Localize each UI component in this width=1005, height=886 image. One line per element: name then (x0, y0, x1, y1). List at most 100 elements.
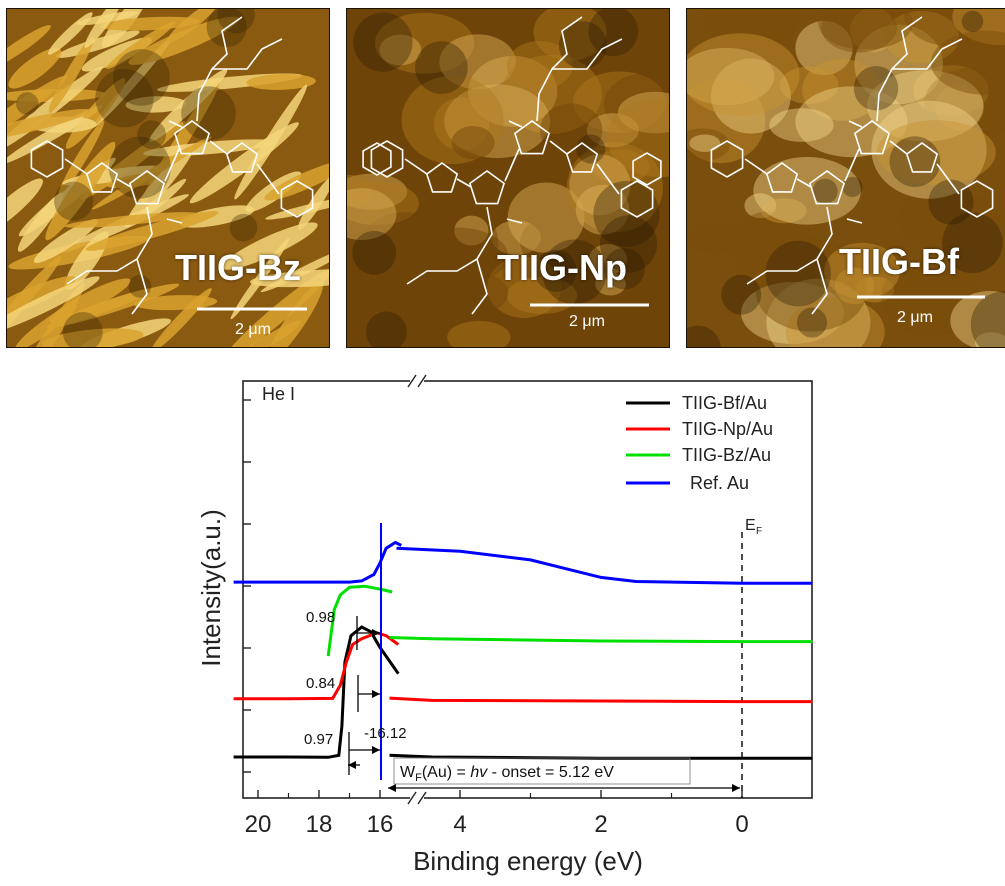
afm-panel-np: TIIG-Np 2 μm (346, 8, 670, 348)
afm-grain (447, 320, 511, 347)
afm-grain (382, 196, 431, 238)
molecule-structure (362, 16, 662, 315)
afm-grain (500, 54, 602, 134)
afm-grain (412, 147, 491, 213)
afm-crystal (106, 21, 176, 69)
arrow-097-head (372, 746, 380, 754)
afm-grain (913, 65, 989, 116)
afm-grain (950, 291, 1005, 347)
afm-grain (462, 275, 509, 312)
afm-grain (871, 100, 987, 199)
afm-crystal (7, 75, 67, 160)
afm-background (347, 9, 669, 347)
afm-grain (795, 20, 853, 76)
afm-grain (507, 182, 585, 253)
x-tick-label: 16 (367, 811, 394, 838)
afm-grain (378, 225, 439, 284)
afm-panel-bz: TIIG-Bz 2 μm (6, 8, 330, 348)
annotation-097: 0.97 (304, 731, 333, 748)
afm-grain (347, 188, 397, 240)
workfunction-label: WF(Au) = hv - onset = 5.12 eV (400, 764, 614, 784)
afm-crystal (221, 222, 318, 270)
afm-shadow (942, 212, 1003, 274)
afm-shadow (534, 249, 577, 292)
afm-grain (401, 75, 504, 165)
fermi-label-main: E (745, 517, 756, 534)
afm-grain (687, 33, 800, 116)
afm-shadow (558, 21, 607, 70)
afm-grain (586, 113, 639, 148)
afm-grain (454, 215, 489, 246)
afm-shadow (54, 181, 94, 221)
afm-grain (595, 272, 626, 296)
afm-crystal (17, 192, 64, 252)
legend-entry-bz: TIIG-Bz/Au (682, 445, 771, 465)
afm-grain (588, 244, 628, 275)
afm-crystal (137, 178, 187, 221)
afm-crystal (246, 73, 316, 90)
afm-shadow (16, 92, 39, 115)
afm-grain (760, 198, 807, 224)
afm-grain (753, 157, 861, 225)
afm-grain (818, 9, 913, 50)
afm-grain (487, 256, 562, 319)
annotation-098: 0.98 (306, 609, 335, 626)
afm-grain (854, 24, 943, 105)
afm-image-bz (7, 9, 329, 347)
afm-shadow (889, 136, 941, 187)
afm-grain (755, 249, 867, 332)
series-line-bz-valence (389, 636, 813, 644)
afm-grain (952, 9, 1005, 46)
afm-grain (575, 184, 630, 235)
afm-grain (702, 9, 800, 50)
axis-break-mark (407, 791, 417, 805)
afm-crystal (48, 12, 93, 55)
afm-shadow (229, 213, 258, 242)
afm-image-bf (687, 9, 1005, 347)
afm-crystal (231, 320, 302, 347)
afm-grain (824, 242, 901, 299)
afm-shadow (415, 41, 468, 94)
afm-grain (433, 97, 490, 151)
molecule-label-bz: TIIG-Bz (175, 247, 301, 288)
afm-grain (930, 30, 1005, 95)
afm-crystal (128, 16, 240, 65)
workfunction-box (393, 757, 691, 785)
afm-crystal (42, 328, 144, 347)
afm-shadow (812, 178, 838, 204)
he-i-label: He I (262, 384, 295, 404)
afm-grain (444, 84, 551, 159)
afm-grain (347, 174, 373, 208)
afm-grain (936, 44, 1005, 100)
afm-crystal (249, 269, 329, 288)
afm-grain (374, 107, 424, 152)
afm-crystal (7, 25, 51, 70)
legend-entry-bf: TIIG-Bf/Au (682, 393, 767, 413)
afm-grain (539, 103, 603, 158)
series-line-np-valence (389, 696, 813, 704)
x-tick-label: 18 (306, 811, 333, 838)
afm-grain (617, 91, 669, 134)
afm-grain (766, 278, 871, 347)
legend: TIIG-Bf/Au TIIG-Np/Au TIIG-Bz/Au Ref. Au (626, 393, 773, 493)
afm-crystal (224, 268, 329, 347)
legend-entry-np: TIIG-Np/Au (682, 419, 773, 439)
afm-grain (947, 9, 1005, 55)
scale-bar-label-np: 2 μm (569, 313, 605, 330)
afm-crystal (64, 212, 198, 228)
afm-crystal (7, 276, 77, 320)
afm-crystal (124, 143, 196, 228)
afm-shadow (137, 120, 167, 149)
afm-grain (688, 222, 743, 254)
afm-grain (439, 34, 516, 90)
afm-crystal (149, 69, 228, 142)
arrow-098-head (372, 629, 380, 637)
afm-grain (604, 73, 669, 136)
afm-grain (689, 134, 721, 152)
axis-break-mark (417, 374, 427, 388)
afm-shadow (95, 69, 154, 128)
afm-grain (592, 149, 650, 184)
afm-grain (468, 55, 558, 127)
afm-shadow (970, 291, 1005, 347)
afm-grain (379, 34, 422, 66)
